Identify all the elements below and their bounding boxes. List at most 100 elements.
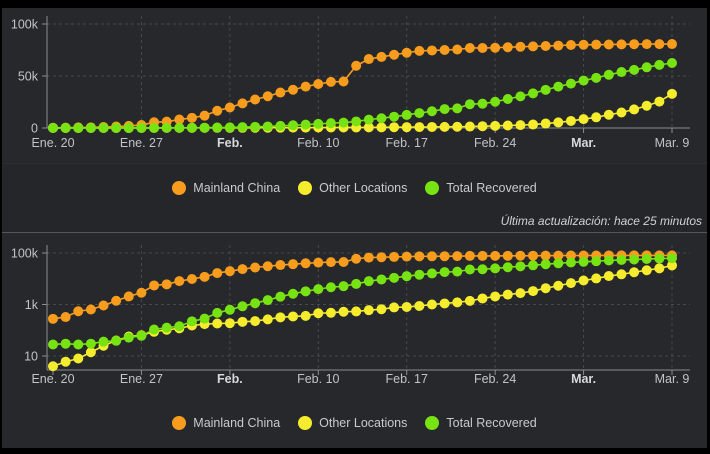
data-point[interactable]: [426, 268, 437, 279]
data-point[interactable]: [262, 121, 273, 132]
data-point[interactable]: [464, 43, 475, 54]
data-point[interactable]: [616, 107, 627, 118]
data-point[interactable]: [149, 122, 160, 133]
data-point[interactable]: [275, 120, 286, 131]
data-point[interactable]: [654, 39, 665, 50]
data-point[interactable]: [490, 291, 501, 302]
data-point[interactable]: [629, 64, 640, 75]
data-point[interactable]: [300, 286, 311, 297]
data-point[interactable]: [250, 262, 261, 273]
data-point[interactable]: [515, 250, 526, 261]
data-point[interactable]: [616, 67, 627, 78]
data-point[interactable]: [540, 250, 551, 261]
data-point[interactable]: [250, 121, 261, 132]
data-point[interactable]: [237, 316, 248, 327]
data-point[interactable]: [212, 318, 223, 329]
data-point[interactable]: [363, 305, 374, 316]
data-point[interactable]: [174, 122, 185, 133]
data-point[interactable]: [490, 250, 501, 261]
data-point[interactable]: [667, 260, 677, 271]
data-point[interactable]: [528, 41, 539, 52]
data-point[interactable]: [275, 291, 286, 302]
data-point[interactable]: [629, 267, 640, 278]
data-point[interactable]: [262, 314, 273, 325]
data-point[interactable]: [338, 76, 349, 87]
data-point[interactable]: [565, 250, 576, 261]
data-point[interactable]: [48, 122, 58, 133]
data-point[interactable]: [464, 99, 475, 110]
data-point[interactable]: [224, 304, 235, 315]
data-point[interactable]: [426, 45, 437, 56]
data-point[interactable]: [603, 69, 614, 80]
data-point[interactable]: [641, 265, 652, 276]
data-point[interactable]: [401, 109, 412, 120]
data-point[interactable]: [490, 42, 501, 53]
data-point[interactable]: [338, 117, 349, 128]
data-point[interactable]: [300, 258, 311, 269]
data-point[interactable]: [591, 273, 602, 284]
data-point[interactable]: [477, 42, 488, 53]
data-point[interactable]: [565, 78, 576, 89]
linear-scale-chart-canvas[interactable]: 0 50k 100k Ene. 20 Ene. 27 Feb. Feb. 10 Feb. 17…: [2, 8, 707, 160]
data-point[interactable]: [553, 250, 564, 261]
data-point[interactable]: [667, 88, 677, 99]
data-point[interactable]: [338, 306, 349, 317]
data-point[interactable]: [48, 361, 58, 372]
data-point[interactable]: [528, 88, 539, 99]
data-point[interactable]: [313, 79, 324, 90]
data-point[interactable]: [502, 42, 513, 53]
data-point[interactable]: [540, 41, 551, 52]
data-point[interactable]: [654, 263, 665, 274]
data-point[interactable]: [515, 91, 526, 102]
data-point[interactable]: [60, 312, 71, 323]
data-point[interactable]: [250, 316, 261, 327]
data-point[interactable]: [616, 254, 627, 265]
data-point[interactable]: [250, 298, 261, 309]
data-point[interactable]: [616, 39, 627, 50]
data-point[interactable]: [376, 51, 387, 62]
data-point[interactable]: [540, 118, 551, 129]
data-point[interactable]: [515, 120, 526, 131]
data-point[interactable]: [528, 250, 539, 261]
data-point[interactable]: [502, 262, 513, 273]
data-point[interactable]: [212, 122, 223, 133]
data-point[interactable]: [477, 250, 488, 261]
data-point[interactable]: [351, 278, 362, 289]
data-point[interactable]: [275, 312, 286, 323]
data-point[interactable]: [161, 122, 172, 133]
data-point[interactable]: [553, 117, 564, 128]
data-point[interactable]: [300, 81, 311, 92]
data-point[interactable]: [502, 93, 513, 104]
data-point[interactable]: [641, 62, 652, 73]
data-point[interactable]: [452, 103, 463, 114]
data-point[interactable]: [477, 121, 488, 132]
data-point[interactable]: [237, 301, 248, 312]
data-point[interactable]: [464, 121, 475, 132]
data-point[interactable]: [452, 297, 463, 308]
data-point[interactable]: [565, 39, 576, 50]
data-point[interactable]: [553, 258, 564, 269]
data-point[interactable]: [325, 118, 336, 129]
data-point[interactable]: [288, 84, 299, 95]
data-point[interactable]: [540, 259, 551, 270]
data-point[interactable]: [591, 72, 602, 83]
data-point[interactable]: [174, 114, 185, 125]
data-point[interactable]: [325, 282, 336, 293]
data-point[interactable]: [300, 119, 311, 130]
data-point[interactable]: [515, 288, 526, 299]
data-point[interactable]: [186, 316, 197, 327]
data-point[interactable]: [565, 115, 576, 126]
data-point[interactable]: [363, 276, 374, 287]
data-point[interactable]: [654, 96, 665, 107]
data-point[interactable]: [85, 347, 96, 358]
data-point[interactable]: [338, 257, 349, 268]
data-point[interactable]: [224, 318, 235, 329]
data-point[interactable]: [275, 87, 286, 98]
data-point[interactable]: [401, 47, 412, 58]
data-point[interactable]: [136, 287, 147, 298]
data-point[interactable]: [161, 279, 172, 290]
data-point[interactable]: [325, 257, 336, 268]
data-point[interactable]: [212, 307, 223, 318]
data-point[interactable]: [439, 45, 450, 56]
data-point[interactable]: [553, 280, 564, 291]
